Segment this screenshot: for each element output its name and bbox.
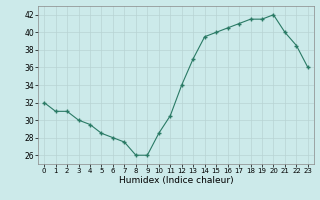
X-axis label: Humidex (Indice chaleur): Humidex (Indice chaleur) (119, 176, 233, 185)
